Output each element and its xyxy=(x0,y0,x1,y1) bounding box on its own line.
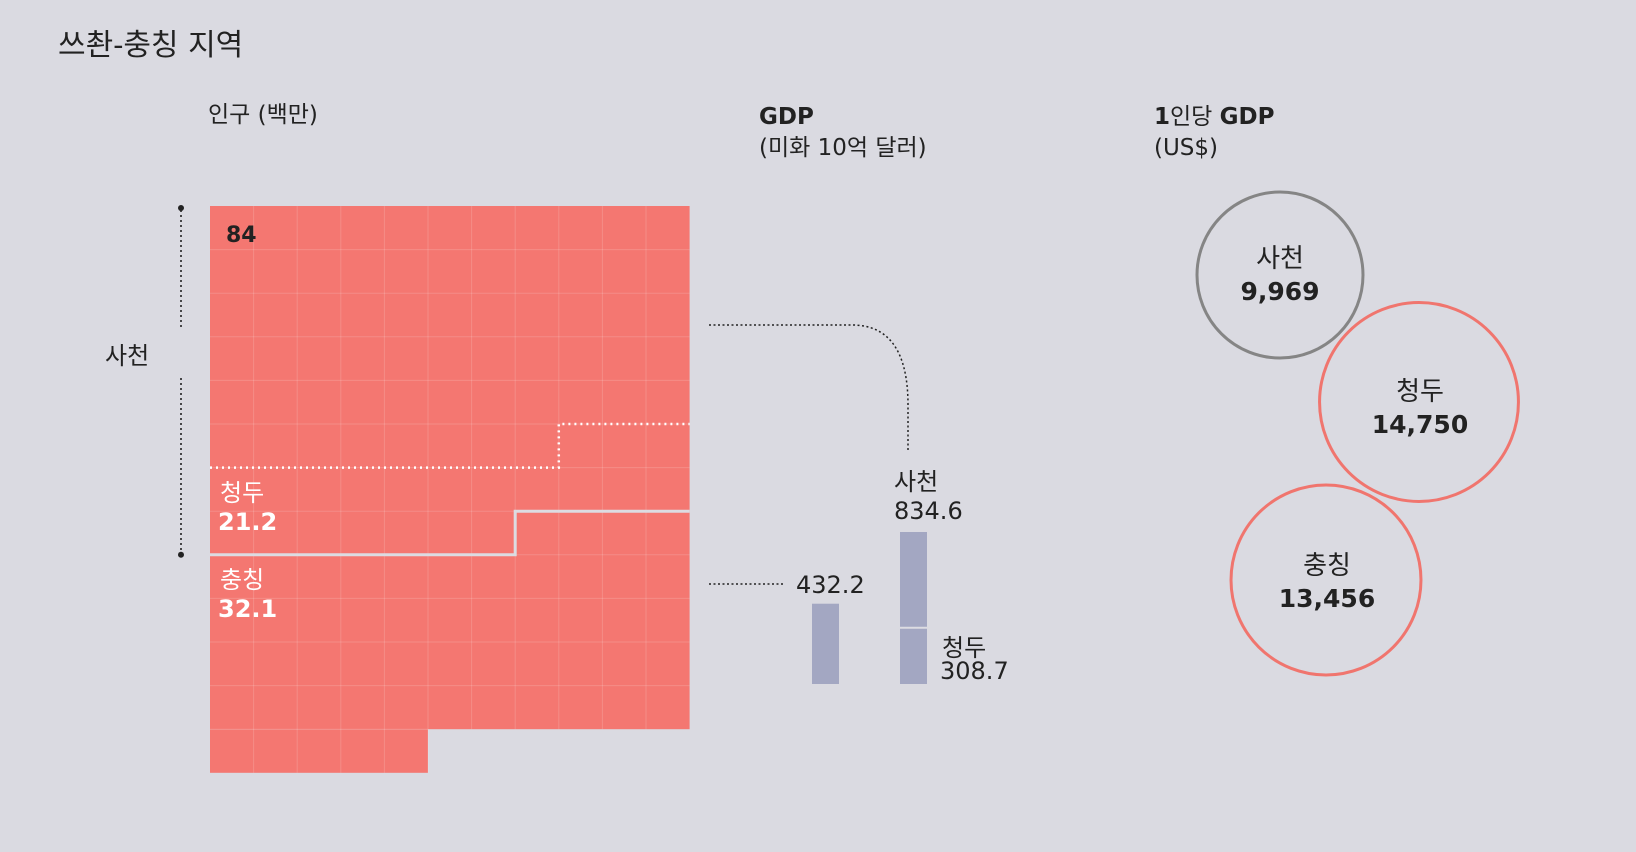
chongqing-gdppc-name: 충칭 xyxy=(1303,551,1351,581)
chengdu-gdppc-name: 청두 xyxy=(1396,377,1444,407)
sichuan-gdppc-value: 9,969 xyxy=(1240,277,1320,306)
sichuan-gdp-bar xyxy=(900,532,927,684)
bracket-bottom-dot xyxy=(178,551,184,558)
gdp-header: GDP (미화 10억 달러) xyxy=(759,102,927,164)
sichuan-side-label: 사천 xyxy=(105,342,150,370)
chengdu-population-value: 21.2 xyxy=(218,508,278,536)
gdp-header-unit: (미화 10억 달러) xyxy=(759,135,927,161)
chengdu-boundary-line xyxy=(210,422,690,469)
chongqing-population-name: 충칭 xyxy=(220,566,265,594)
sichuan-gdppc-name: 사천 xyxy=(1256,244,1304,274)
sichuan-connector-line xyxy=(709,324,909,452)
chengdu-gdppc-value: 14,750 xyxy=(1371,410,1469,439)
sichuan-gdp-name: 사천 xyxy=(894,468,939,496)
sichuan-gdp-value: 834.6 xyxy=(894,497,963,525)
chongqing-gdppc-value: 13,456 xyxy=(1278,584,1376,613)
gdppc-header-title: 1인당 GDP xyxy=(1154,104,1275,130)
gdppc-header-unit: (US$) xyxy=(1154,135,1219,161)
chart-title: 쓰촨-충칭 지역 xyxy=(58,28,244,63)
sichuan-gdppc-circle xyxy=(1195,190,1365,360)
chengdu-gdppc-label: 청두 14,750 xyxy=(1320,375,1520,441)
sichuan-gdppc-label: 사천 9,969 xyxy=(1180,242,1380,308)
gdp-header-title: GDP xyxy=(759,104,814,130)
chengdu-gdp-name: 청두 xyxy=(942,634,987,662)
sichuan-population-value: 84 xyxy=(226,223,257,248)
chengdu-gdp-value: 308.7 xyxy=(940,657,1009,685)
chongqing-population-value: 32.1 xyxy=(218,595,278,623)
chongqing-gdppc-label: 충칭 13,456 xyxy=(1227,549,1427,615)
chongqing-gdppc-circle xyxy=(1229,483,1423,677)
bracket-top-dot xyxy=(178,205,184,211)
chongqing-gdp-bar xyxy=(812,603,839,684)
chengdu-population-name: 청두 xyxy=(220,479,265,507)
chongqing-gdp-value: 432.2 xyxy=(796,571,865,599)
population-waffle-remainder xyxy=(210,729,428,773)
chongqing-boundary-line xyxy=(210,509,690,557)
gdppc-header: 1인당 GDP (US$) xyxy=(1154,102,1274,164)
chengdu-gdppc-circle xyxy=(1318,301,1520,503)
population-header: 인구 (백만) xyxy=(208,102,318,128)
